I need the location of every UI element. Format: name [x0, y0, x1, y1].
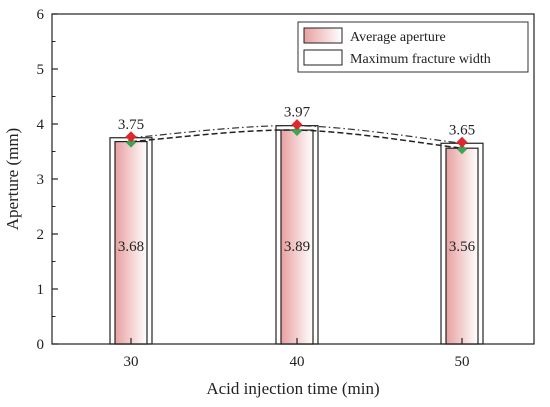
y-tick-label: 6 — [37, 7, 45, 23]
legend-swatch-maximum-fracture-width — [303, 49, 343, 66]
y-axis-title: Aperture (mm) — [3, 128, 22, 230]
x-tick-label: 40 — [290, 354, 305, 370]
data-label-maximum-fracture-width: 3.65 — [449, 122, 475, 138]
marker-average-aperture — [126, 137, 136, 148]
legend: Average aperture Maximum fracture width — [297, 21, 529, 73]
y-tick-label: 2 — [37, 227, 45, 243]
data-label-average-aperture: 3.89 — [284, 239, 310, 255]
marker-average-aperture — [292, 126, 302, 137]
legend-swatch-average-aperture — [303, 27, 343, 44]
marker-average-aperture — [457, 144, 467, 155]
y-tick-label: 0 — [37, 337, 45, 353]
data-label-maximum-fracture-width: 3.97 — [284, 105, 311, 121]
y-tick-label: 4 — [37, 117, 45, 133]
legend-label-average-aperture: Average aperture — [350, 30, 446, 45]
y-tick-label: 5 — [37, 62, 45, 78]
marker-maximum-fracture-width — [291, 119, 303, 131]
bar-average-aperture — [114, 141, 148, 345]
bars-layer — [109, 125, 484, 345]
marker-maximum-fracture-width — [125, 131, 137, 143]
labels-layer: 3.75 3.68 3.97 3.89 3.65 3.56 — [118, 105, 476, 255]
x-tick-label: 50 — [455, 354, 470, 370]
y-axis-ticks: 0 1 2 3 4 5 6 — [37, 7, 58, 353]
y-tick-label: 1 — [37, 282, 45, 298]
x-axis-ticks: 30 40 50 — [124, 338, 470, 370]
x-axis-title: Acid injection time (min) — [206, 379, 379, 398]
data-label-maximum-fracture-width: 3.75 — [118, 117, 144, 133]
markers-layer — [125, 119, 468, 155]
data-label-average-aperture: 3.56 — [449, 239, 476, 255]
line-maximum-fracture-width — [130, 125, 463, 144]
x-tick-label: 30 — [124, 354, 139, 370]
y-tick-label: 3 — [37, 172, 45, 188]
bar-average-aperture — [280, 129, 314, 345]
marker-maximum-fracture-width — [456, 136, 468, 148]
legend-label-maximum-fracture-width: Maximum fracture width — [350, 52, 491, 67]
data-label-average-aperture: 3.68 — [118, 239, 144, 255]
